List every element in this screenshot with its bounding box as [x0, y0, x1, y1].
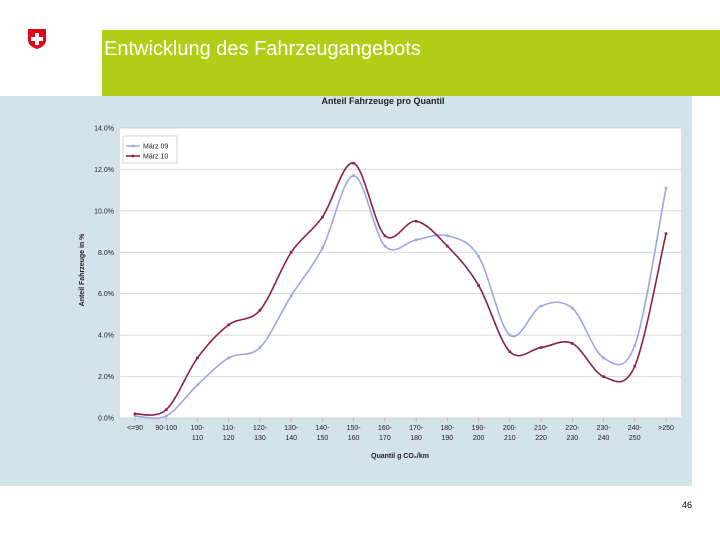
x-tick-label: 230- [597, 425, 612, 432]
y-tick-label: 6.0% [98, 291, 114, 298]
y-axis-ticks: 0.0% 2.0% 4.0% 6.0% 8.0% 10.0% 12.0% 14.0% [94, 126, 114, 423]
plot-area [120, 128, 681, 418]
data-point-series2 [446, 244, 449, 248]
legend-marker-series2 [131, 154, 135, 158]
data-point-series1 [602, 356, 605, 360]
y-axis-label: Anteil Fahrzeuge in % [79, 233, 86, 307]
data-point-series1 [664, 186, 668, 190]
data-point-series1 [289, 294, 293, 298]
data-point-series1 [477, 255, 480, 258]
x-tick-label: 210 [504, 435, 516, 442]
x-tick-label: 130- [284, 425, 299, 432]
x-tick-label: 140 [285, 435, 297, 442]
x-tick-label: 150- [347, 425, 362, 432]
data-point-series2 [227, 323, 231, 327]
x-tick-label: 170- [409, 425, 424, 432]
x-tick-label: 100- [190, 425, 205, 432]
data-point-series1 [383, 244, 387, 248]
x-tick-label: 150 [317, 435, 329, 442]
data-point-series1 [508, 333, 512, 337]
x-axis-label: Quantil g CO₂/km [371, 453, 429, 460]
x-tick-label: 190 [442, 435, 454, 442]
x-tick-label: 140- [315, 425, 330, 432]
data-point-series1 [321, 246, 324, 250]
x-tick-label: 110- [222, 425, 236, 432]
data-point-series2 [477, 284, 480, 287]
data-point-series2 [602, 375, 605, 378]
x-tick-label: 160- [378, 425, 393, 432]
data-point-series2 [164, 408, 168, 412]
header-bar [80, 30, 720, 96]
data-point-series2 [289, 250, 293, 254]
x-tick-label: 160 [348, 435, 360, 442]
x-tick-label: 220 [535, 435, 547, 442]
chart-svg: Anteil Fahrzeuge pro Quantil 0.0% 2.0% 4.0… [79, 96, 681, 460]
chart-title: Anteil Fahrzeuge pro Quantil [321, 96, 444, 106]
cross-horizontal [31, 37, 43, 41]
data-point-series2 [414, 219, 418, 223]
x-tick-label: 130 [254, 435, 266, 442]
data-point-series2 [570, 342, 574, 345]
data-point-series1 [539, 304, 543, 308]
x-tick-label: 250 [629, 435, 641, 442]
chart-container: Anteil Fahrzeuge pro Quantil 0.0% 2.0% 4.0… [0, 96, 692, 486]
x-tick-label: 210- [534, 425, 549, 432]
y-tick-label: 14.0% [94, 126, 114, 133]
y-tick-label: 10.0% [94, 208, 114, 215]
y-tick-label: 12.0% [94, 167, 114, 174]
data-point-series2 [633, 364, 637, 368]
x-tick-label: 110 [192, 435, 203, 442]
data-point-series1 [227, 356, 231, 360]
x-axis-ticks: <=90 90-100 100- 110 110- 120 120- 130 130- 140 14… [127, 418, 674, 442]
legend: März 09 März 10 [122, 135, 178, 164]
x-tick-label: 180 [410, 435, 422, 442]
data-point-series1 [633, 344, 637, 347]
x-tick-label: <=90 [127, 425, 143, 432]
x-tick-label: 90-100 [155, 425, 177, 432]
data-point-series2 [664, 232, 668, 235]
slide-title: Entwicklung des Fahrzeugangebots [104, 38, 421, 60]
y-tick-label: 0.0% [98, 416, 114, 423]
series-group [133, 161, 668, 420]
x-tick-label: 240- [628, 425, 643, 432]
data-point-series1 [133, 414, 137, 418]
x-tick-label: 230 [566, 435, 578, 442]
legend-box [122, 135, 178, 164]
data-point-series2 [196, 356, 199, 360]
x-tick-label: 180- [440, 425, 455, 432]
x-tick-label: 170 [379, 435, 391, 442]
data-point-series2 [258, 308, 262, 312]
data-point-series1 [414, 238, 418, 242]
x-tick-label: 200 [473, 435, 485, 442]
x-tick-label: 120 [223, 435, 235, 442]
data-point-series1 [258, 346, 262, 349]
y-tick-label: 2.0% [98, 374, 114, 381]
x-tick-label: 190- [472, 425, 487, 432]
legend-marker-series1 [131, 144, 135, 148]
data-point-series1 [196, 383, 199, 387]
data-point-series2 [321, 215, 324, 219]
data-point-series1 [446, 234, 449, 238]
data-point-series2 [352, 161, 355, 165]
page-number: 46 [681, 500, 692, 510]
data-point-series2 [539, 346, 543, 349]
x-tick-label: 120- [253, 425, 268, 432]
x-tick-label: >250 [658, 425, 674, 432]
data-point-series1 [164, 414, 168, 418]
x-tick-label: 200- [503, 425, 518, 432]
data-point-series1 [570, 306, 574, 310]
data-point-series2 [383, 234, 387, 238]
data-point-series2 [133, 412, 137, 416]
grid-lines [120, 127, 681, 419]
y-tick-label: 8.0% [98, 250, 114, 257]
x-tick-label: 220- [565, 425, 580, 432]
data-point-series2 [508, 350, 512, 354]
swiss-cross-logo [28, 29, 46, 49]
x-tick-label: 240 [598, 435, 610, 442]
data-point-series1 [352, 174, 355, 177]
legend-label-series1: März 09 [143, 144, 168, 151]
y-tick-label: 4.0% [98, 333, 114, 340]
legend-label-series2: März 10 [143, 154, 168, 161]
